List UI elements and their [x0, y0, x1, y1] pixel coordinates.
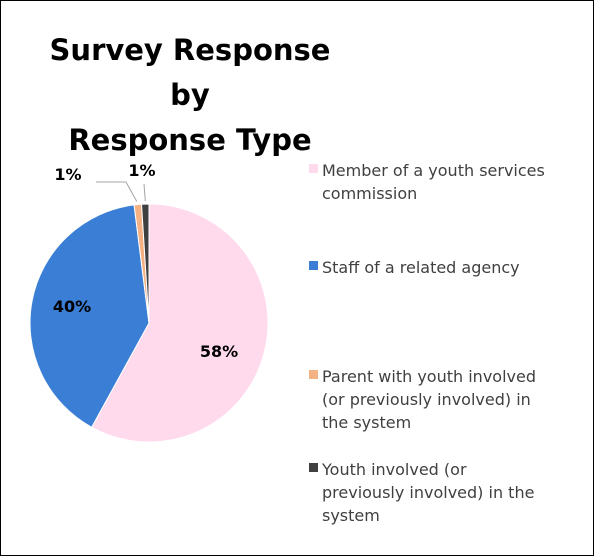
pie-slice-youth-involved-or-previously-involved-in-the-system: [140, 203, 150, 324]
chart-title-line-2: Response Type: [68, 123, 312, 157]
legend-label-line: system: [322, 506, 380, 525]
leader-line-youth: [143, 183, 146, 202]
legend-swatch: [309, 261, 318, 270]
legend-label-line: the system: [322, 413, 411, 432]
data-label-member-of-a-youth-services-commission: 58%: [200, 342, 238, 361]
legend-item-parent-with-youth-involved-or-previously-involved-in-the-system: Parent with youth involved (or previously…: [309, 367, 536, 432]
data-label-youth-involved-or-previously-involved-in-the-system: 1%: [128, 161, 155, 180]
legend-item-youth-involved-or-previously-involved-in-the-system: Youth involved (or previously involved) i…: [309, 460, 534, 525]
legend-label-line: previously involved) in the: [322, 483, 534, 502]
legend-label-line: Member of a youth services: [322, 161, 545, 180]
pie-slices: [29, 203, 269, 443]
data-labels: 58% 40% 1% 1%: [53, 161, 238, 361]
legend-item-member-of-a-youth-services-commission: Member of a youth services commission: [309, 161, 545, 203]
chart-title-line-1: Survey Response by: [49, 33, 331, 112]
legend-swatch: [309, 164, 318, 173]
legend: Member of a youth services commission Staf…: [309, 161, 545, 525]
legend-label-line: commission: [322, 184, 417, 203]
leader-lines: [96, 181, 146, 202]
legend-label-line: Parent with youth involved: [322, 367, 536, 386]
pie-slice-staff-of-a-related-agency: [29, 204, 150, 428]
legend-label-line: Youth involved (or: [321, 460, 467, 479]
legend-label-line: (or previously involved) in: [322, 390, 531, 409]
data-label-parent-with-youth-involved-or-previously-involved-in-the-system: 1%: [54, 165, 81, 184]
leader-line-parent: [96, 181, 138, 202]
legend-label-line: Staff of a related agency: [322, 258, 520, 277]
legend-swatch: [309, 463, 318, 472]
chart-title: Survey Response by Response Type: [40, 28, 340, 163]
pie-slice-member-of-a-youth-services-commission: [90, 203, 269, 443]
legend-item-staff-of-a-related-agency: Staff of a related agency: [309, 258, 520, 277]
data-label-staff-of-a-related-agency: 40%: [53, 297, 91, 316]
legend-swatch: [309, 370, 318, 379]
